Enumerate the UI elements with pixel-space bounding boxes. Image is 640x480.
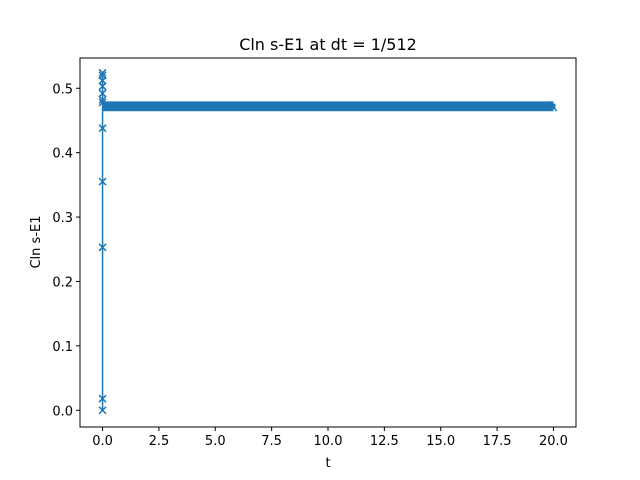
marker-stroke [98,394,107,403]
data-point-marker [98,82,107,91]
x-tick-label: 5.0 [205,434,226,449]
x-axis-ticks: 0.0 2.5 5.0 7.5 10.0 12.5 15.0 17.5 20.0 [92,427,568,449]
marker-stroke [98,98,107,107]
x-tick-label: 20.0 [539,434,568,449]
data-point-marker [98,394,107,403]
marker-stroke [98,68,107,77]
marker-stroke [98,89,107,98]
y-tick-label: 0.4 [52,147,73,162]
y-axis-ticks: 0.0 0.1 0.2 0.3 0.4 0.5 [52,82,80,419]
band-end-marker [549,100,558,112]
y-axis-label: Cln s-E1 [29,215,44,268]
data-point-marker [98,243,107,252]
x-tick-label: 12.5 [370,434,399,449]
marker-stroke [98,82,107,91]
data-point-marker [98,98,107,107]
marker-stroke [98,243,107,252]
data-point-marker [98,124,107,133]
series-line [101,72,554,411]
marker-stroke [98,76,107,85]
x-tick-label: 15.0 [426,434,455,449]
x-tick-label: 10.0 [314,434,343,449]
x-tick-label: 17.5 [483,434,512,449]
data-series [98,68,558,415]
y-tick-label: 0.5 [52,82,73,97]
data-point-marker [98,76,107,85]
x-tick-label: 2.5 [149,434,170,449]
x-tick-label: 7.5 [261,434,282,449]
y-tick-label: 0.1 [52,340,73,355]
data-point-marker [98,406,107,415]
marker-stroke [98,177,107,186]
marker-stroke [98,406,107,415]
y-tick-label: 0.2 [52,275,73,290]
data-point-marker [98,95,107,104]
data-layer [98,68,558,415]
data-point-marker [98,89,107,98]
y-tick-label: 0.0 [52,404,73,419]
data-point-marker [98,68,107,77]
marker-stroke [98,124,107,133]
data-point-marker [98,177,107,186]
marker-stroke [98,95,107,104]
x-tick-label: 0.0 [92,434,113,449]
y-tick-label: 0.3 [52,211,73,226]
chart-title: Cln s-E1 at dt = 1/512 [239,35,417,54]
x-axis-label: t [325,456,330,471]
